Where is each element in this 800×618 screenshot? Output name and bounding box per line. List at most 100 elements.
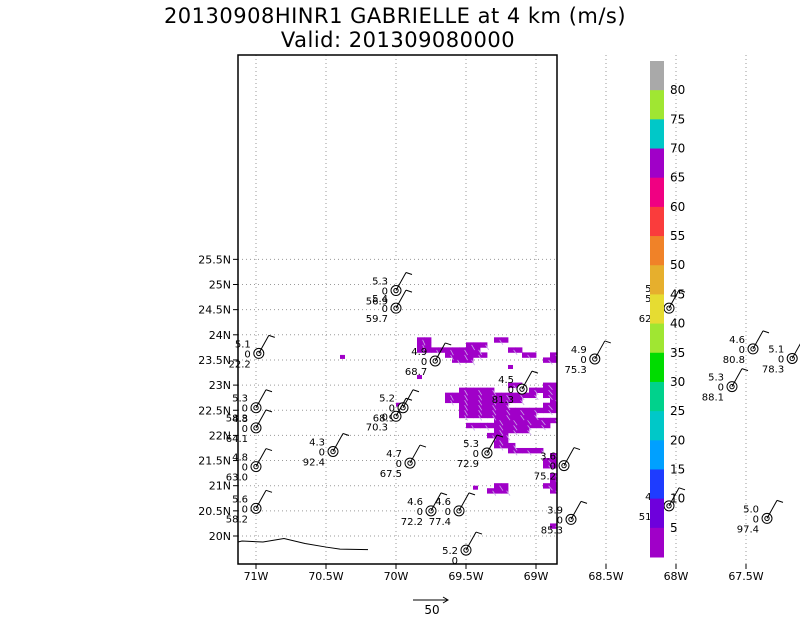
field-cell <box>760 458 767 463</box>
x-tick-label: 70W <box>384 570 409 583</box>
field-cell <box>711 498 718 503</box>
wind-vector <box>626 395 631 399</box>
wind-vector <box>605 466 609 470</box>
field-cell <box>760 428 767 433</box>
wind-vector <box>752 385 757 388</box>
field-cell <box>725 373 732 378</box>
field-cell <box>732 488 739 493</box>
wind-vector <box>745 521 750 524</box>
wind-barb-flag <box>265 489 273 493</box>
field-cell <box>767 483 774 488</box>
field-cell <box>739 468 746 473</box>
field-cell <box>690 488 697 493</box>
wind-vector <box>577 390 581 394</box>
field-cell <box>697 533 704 538</box>
wind-barb <box>731 368 743 387</box>
field-cell <box>592 433 599 438</box>
field-cell <box>690 433 697 438</box>
wind-vector-field <box>422 339 800 540</box>
wind-vector <box>724 395 729 398</box>
wind-vector <box>703 531 708 534</box>
field-cell <box>634 362 641 367</box>
field-cell <box>669 398 676 403</box>
wind-barb-flag <box>762 330 770 334</box>
field-cell <box>781 433 788 438</box>
wind-vector <box>773 466 779 468</box>
field-cell <box>781 403 788 408</box>
field-cell <box>592 428 599 433</box>
field-cell <box>536 422 544 429</box>
field-cell <box>704 423 711 428</box>
wind-vector <box>478 394 483 401</box>
dropsonde-stations: 5.3056.95.4059.75.05.3062.15.1022.24.906… <box>226 272 800 567</box>
field-cell <box>592 403 599 408</box>
field-cell <box>452 392 460 399</box>
field-cell <box>606 503 613 508</box>
field-cell <box>641 523 648 528</box>
field-cell <box>557 403 564 408</box>
field-cell <box>592 342 599 347</box>
wind-vector <box>626 476 631 480</box>
field-cell <box>578 398 585 403</box>
wind-vector <box>626 526 631 530</box>
field-cell <box>508 422 516 429</box>
wind-vector <box>605 410 609 414</box>
wind-vector <box>633 360 638 364</box>
wind-vector <box>598 450 602 454</box>
field-cell <box>480 402 488 409</box>
field-cell <box>606 518 613 523</box>
station-marker-inner <box>729 383 735 390</box>
field-cell <box>578 483 585 488</box>
field-cell <box>732 413 739 418</box>
field-cell <box>704 463 711 468</box>
wind-vector <box>724 445 729 448</box>
field-cell <box>557 478 564 483</box>
field-cell <box>515 347 523 353</box>
wind-vector <box>513 420 518 426</box>
field-cell <box>718 418 725 423</box>
field-cell <box>732 508 739 513</box>
field-cell <box>627 453 634 458</box>
field-cell <box>634 458 641 463</box>
field-cell <box>697 443 704 448</box>
y-axis: 20N20.5N21N21.5N22N22.5N23N23.5N24N24.5N… <box>198 253 238 543</box>
wind-vector <box>612 370 616 374</box>
station-label: 59.7 <box>366 314 388 325</box>
field-cell <box>725 433 732 438</box>
field-cell <box>788 443 795 448</box>
field-cell <box>690 362 697 367</box>
field-cell <box>753 373 760 378</box>
field-cell <box>571 468 578 473</box>
field-cell <box>473 485 478 490</box>
station-label: 51.3 <box>639 512 661 523</box>
wind-vector <box>633 536 638 540</box>
field-cell <box>620 347 627 352</box>
field-cell <box>767 393 774 398</box>
field-cell <box>711 513 718 518</box>
field-cell <box>788 408 795 413</box>
field-cell <box>585 533 592 538</box>
x-tick-label: 67.5W <box>728 570 763 583</box>
field-cell <box>725 418 732 423</box>
station-label: 5.3 <box>708 373 724 384</box>
field-cell <box>543 382 551 388</box>
wind-vector <box>591 511 595 515</box>
field-cell <box>466 352 474 358</box>
wind-vector <box>794 471 800 473</box>
wind-vector <box>570 536 574 540</box>
field-cell <box>767 388 774 393</box>
field-cell <box>641 468 648 473</box>
field-cell <box>522 392 530 399</box>
wind-vector <box>626 471 631 475</box>
wind-barb-flag <box>268 334 275 338</box>
wind-vector <box>787 456 793 458</box>
field-cell <box>515 422 523 429</box>
field-cell <box>634 413 641 418</box>
field-cell <box>760 448 767 453</box>
wind-vector <box>563 410 567 414</box>
field-cell <box>564 398 571 403</box>
wind-vector <box>696 400 701 403</box>
field-cell <box>634 468 641 473</box>
field-cell <box>774 458 781 463</box>
